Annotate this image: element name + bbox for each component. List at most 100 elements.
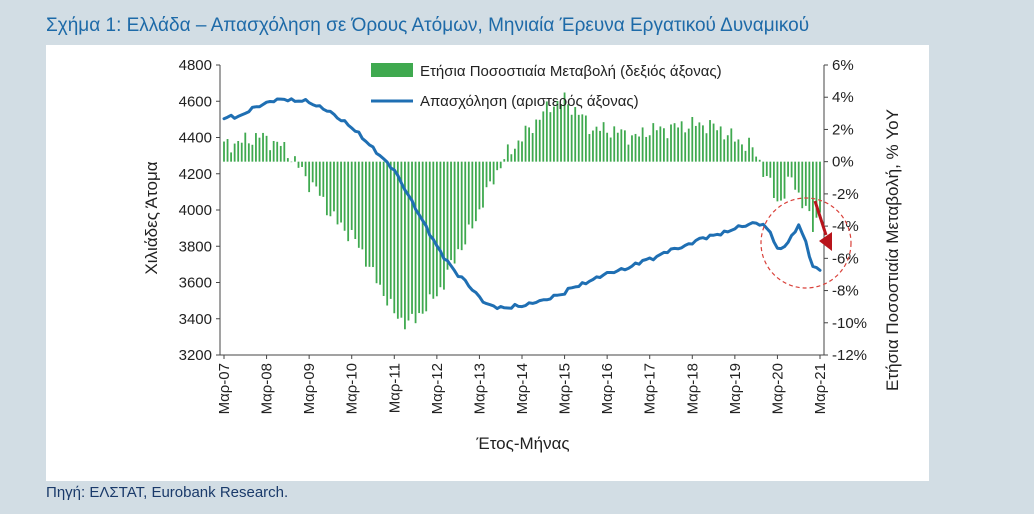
y-left-tick-label: 3400	[179, 311, 212, 328]
yoy-bar	[663, 128, 665, 162]
yoy-bar	[602, 122, 605, 162]
yoy-bar	[542, 111, 545, 162]
yoy-bar	[719, 126, 722, 162]
yoy-bar	[524, 125, 527, 162]
yoy-bar	[712, 123, 715, 162]
yoy-bar	[386, 161, 389, 306]
yoy-bar	[340, 161, 342, 223]
x-tick-label: Mαρ-18	[684, 363, 701, 414]
yoy-bar	[545, 101, 548, 162]
yoy-bar	[819, 161, 821, 213]
yoy-bar	[499, 161, 502, 169]
x-tick-label: Mαρ-16	[599, 363, 616, 414]
yoy-bar	[443, 161, 445, 290]
yoy-bar	[609, 137, 612, 162]
yoy-bar	[794, 161, 797, 190]
yoy-bar	[776, 161, 779, 202]
yoy-bar	[290, 161, 293, 163]
yoy-bar	[233, 143, 236, 162]
yoy-bar	[623, 130, 626, 162]
yoy-bar	[737, 139, 740, 162]
yoy-bar	[503, 159, 506, 162]
yoy-bar	[265, 135, 268, 162]
yoy-bar	[553, 106, 555, 162]
yoy-bar	[783, 161, 786, 199]
y-left-tick-label: 4200	[179, 166, 212, 183]
yoy-bar	[311, 161, 314, 183]
yoy-bar	[659, 126, 662, 162]
axis-ticks: 4800 4600 4400 4200 4000 3800 3600 3400 3200 6% 4%…	[179, 57, 867, 414]
y-axis-left-label: Χιλιάδες Άτομα	[142, 161, 161, 274]
yoy-bar	[379, 161, 381, 285]
yoy-bar	[808, 161, 811, 212]
yoy-bar	[613, 126, 616, 162]
x-tick-label: Mαρ-08	[259, 363, 276, 414]
yoy-bar	[467, 161, 470, 225]
yoy-bar	[368, 161, 371, 267]
yoy-bar	[421, 161, 424, 314]
yoy-bar	[691, 116, 694, 162]
yoy-bar	[762, 161, 765, 177]
x-tick-label: Mαρ-15	[557, 363, 574, 414]
y-left-tick-label: 4600	[179, 93, 212, 110]
yoy-bar	[666, 138, 669, 162]
yoy-bar	[787, 161, 789, 177]
yoy-bar	[531, 133, 534, 162]
yoy-bar	[428, 161, 431, 295]
covid-annotation	[760, 197, 852, 289]
yoy-bar	[400, 161, 403, 318]
yoy-bar	[577, 114, 580, 162]
yoy-bar	[549, 112, 552, 162]
yoy-bar	[677, 127, 679, 162]
yoy-bar	[361, 161, 364, 250]
yoy-bar	[687, 128, 690, 162]
yoy-bar	[595, 126, 598, 162]
yoy-bar	[528, 127, 530, 162]
y-left-tick-label: 4800	[179, 57, 212, 74]
yoy-bar	[698, 122, 701, 162]
yoy-bar	[790, 161, 793, 178]
yoy-bar	[446, 161, 449, 270]
yoy-bar	[262, 132, 264, 162]
yoy-bar	[744, 150, 747, 162]
highlight-circle	[760, 197, 852, 289]
chart-legend: Ετήσια Ποσοστιαία Μεταβολή (δεξιός άξονα…	[371, 63, 722, 110]
yoy-bar	[425, 161, 428, 312]
yoy-bar	[631, 135, 633, 162]
y-right-tick-label: 6%	[832, 57, 854, 74]
yoy-bar	[432, 161, 435, 299]
yoy-bar	[389, 161, 392, 299]
x-tick-label: Mαρ-10	[344, 363, 361, 414]
yoy-bar	[645, 136, 648, 162]
x-tick-label: Mαρ-13	[471, 363, 488, 414]
yoy-bar	[372, 161, 374, 268]
yoy-bar	[574, 106, 577, 162]
y-right-tick-label: -12%	[832, 347, 867, 364]
chart-panel: 4800 4600 4400 4200 4000 3800 3600 3400 3200 6% 4%…	[46, 45, 929, 481]
yoy-bar	[680, 121, 683, 162]
x-tick-label: Mαρ-19	[727, 363, 744, 414]
yoy-bar	[694, 125, 697, 162]
yoy-bar	[357, 161, 360, 248]
y-left-tick-label: 3600	[179, 275, 212, 292]
yoy-bar	[616, 132, 619, 162]
yoy-bar	[801, 161, 804, 209]
yoy-bar	[471, 161, 474, 229]
yoy-bar	[230, 152, 232, 162]
yoy-bar	[439, 161, 442, 288]
y-right-tick-label: -6%	[832, 250, 859, 267]
x-tick-label: Mαρ-17	[642, 363, 659, 414]
legend-label-bars: Ετήσια Ποσοστιαία Μεταβολή (δεξιός άξονα…	[420, 63, 722, 80]
y-left-tick-label: 4400	[179, 130, 212, 147]
yoy-bar	[733, 141, 736, 162]
yoy-bar	[485, 161, 488, 188]
yoy-bar	[276, 141, 279, 162]
yoy-bar	[620, 129, 623, 162]
yoy-bar	[411, 161, 413, 314]
yoy-bar	[772, 161, 775, 198]
yoy-bar	[407, 161, 410, 321]
yoy-bar	[226, 139, 229, 162]
yoy-bar	[521, 141, 523, 162]
x-tick-label: Mαρ-07	[216, 363, 233, 414]
yoy-bar	[393, 161, 396, 314]
